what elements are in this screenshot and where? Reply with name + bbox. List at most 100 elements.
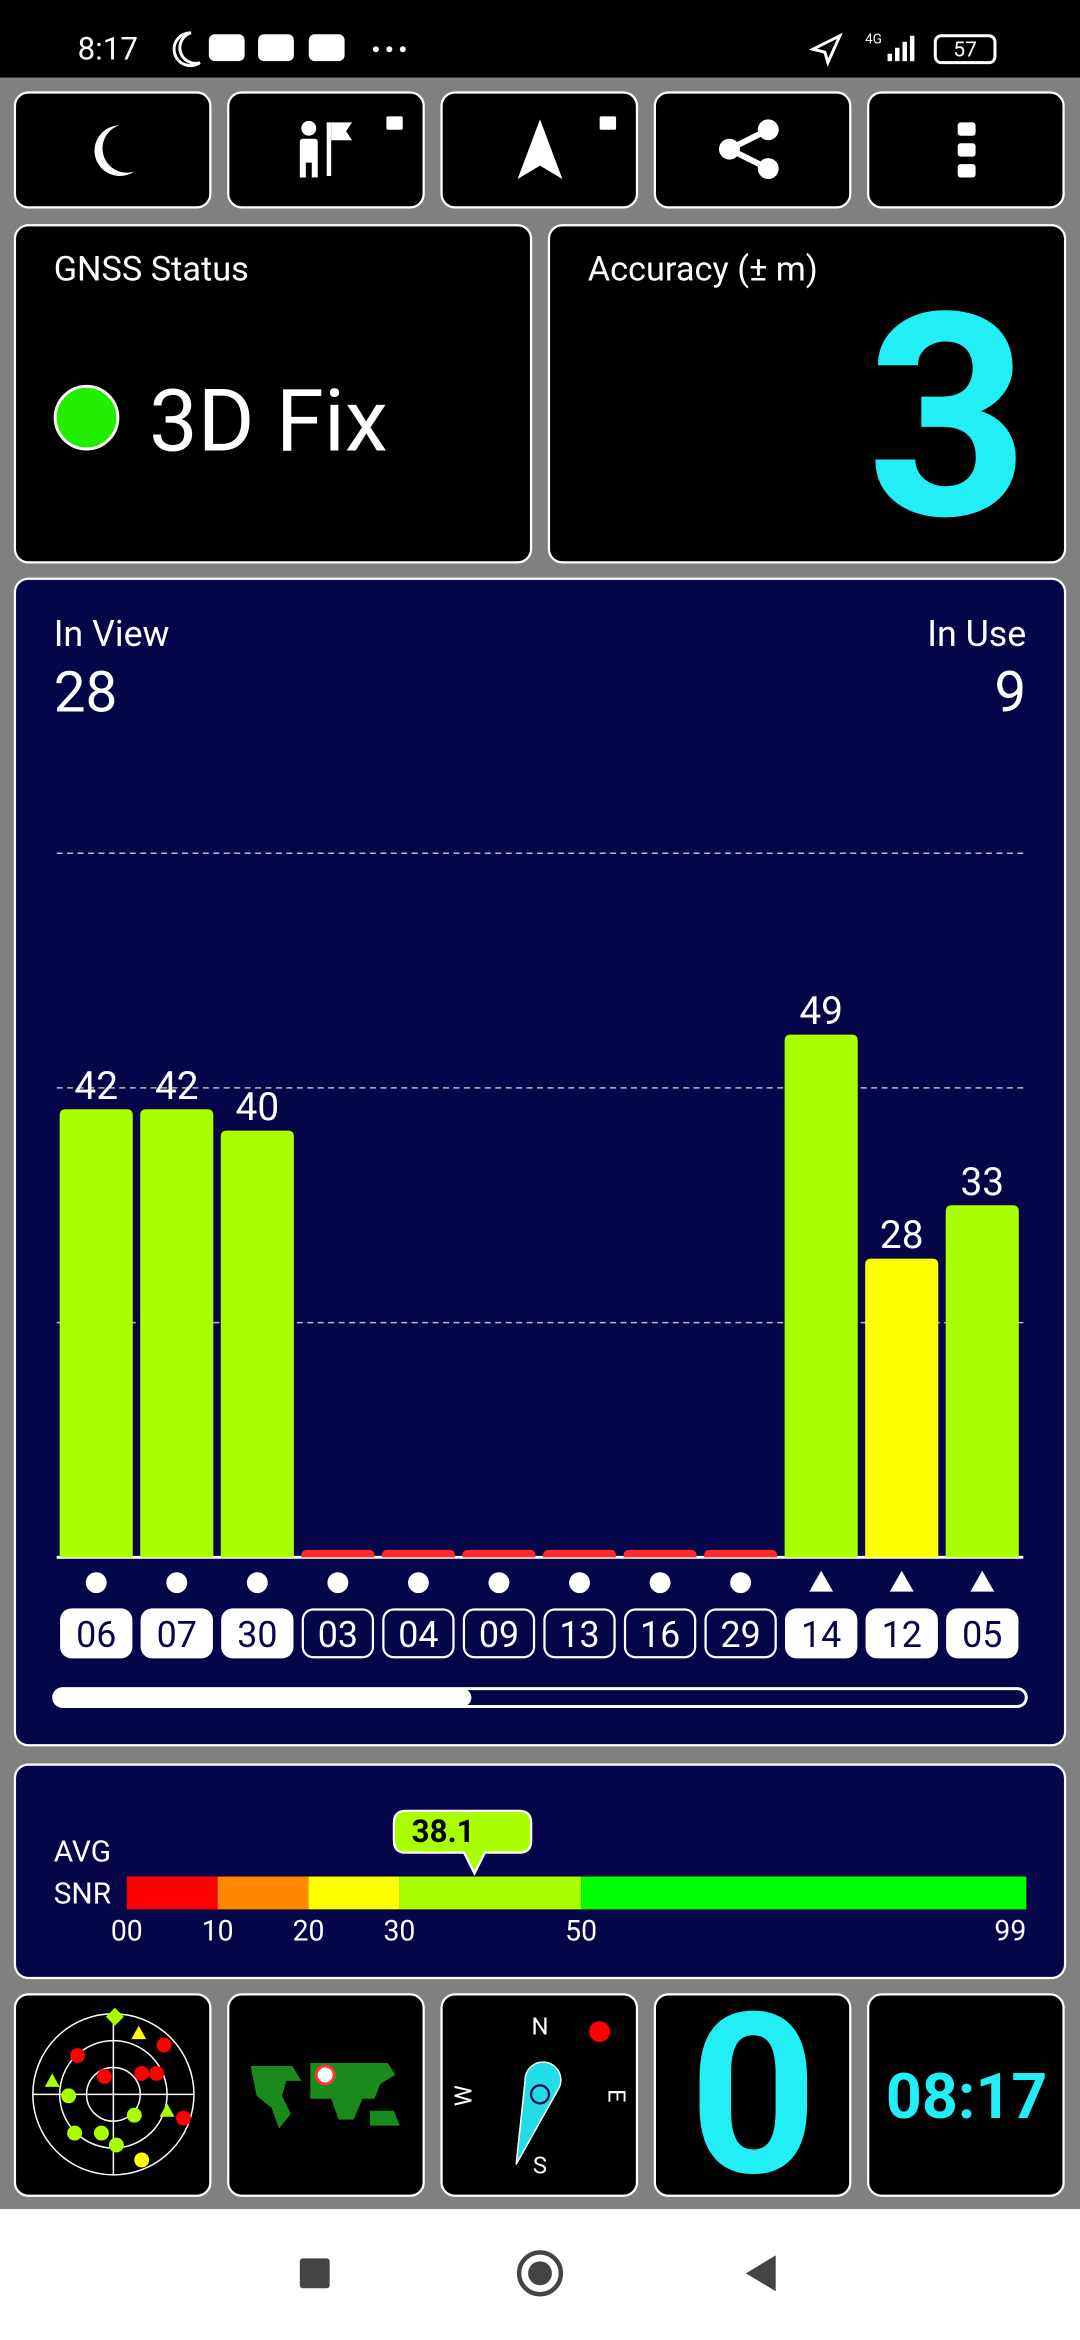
constellation-marker bbox=[488, 1572, 510, 1594]
satellite-id-box bbox=[462, 1608, 536, 1659]
fix-indicator bbox=[53, 384, 120, 451]
bottom-row: N S E W 0 08:17 bbox=[13, 1964, 1065, 2227]
map-location bbox=[314, 2064, 336, 2086]
x-tick-label: 13 bbox=[559, 1614, 599, 1656]
constellation-marker bbox=[569, 1572, 590, 1594]
back-button[interactable] bbox=[745, 2255, 776, 2292]
constellation-marker bbox=[889, 1570, 914, 1592]
compass-west: W bbox=[449, 2085, 477, 2106]
clock-time: 08:17 bbox=[886, 2061, 1047, 2134]
x-tick-label: 04 bbox=[398, 1614, 438, 1656]
speed-button[interactable] bbox=[653, 1993, 852, 2197]
bar-value-label: 42 bbox=[155, 1064, 199, 1109]
constellation-marker bbox=[970, 1570, 995, 1592]
compass-center bbox=[529, 2084, 551, 2105]
home-button[interactable] bbox=[516, 2250, 564, 2297]
x-tick-label: 03 bbox=[318, 1614, 358, 1656]
snr-tick-label: 00 bbox=[111, 1915, 143, 1948]
snr-marker bbox=[392, 1809, 533, 1877]
share-button[interactable] bbox=[653, 91, 852, 209]
snr-band bbox=[126, 1876, 218, 1910]
bar-value-label: 40 bbox=[236, 1085, 280, 1130]
in-view-value: 28 bbox=[54, 659, 118, 726]
compass-marker bbox=[589, 2021, 611, 2043]
network-type: 4G bbox=[865, 32, 882, 47]
satellite-id-box bbox=[946, 1608, 1019, 1659]
satellite-id-box bbox=[301, 1608, 375, 1659]
accuracy-value: 3 bbox=[867, 253, 1030, 585]
notification-icons bbox=[208, 34, 406, 62]
dnd-icon bbox=[172, 31, 201, 68]
satellite-id-box bbox=[865, 1608, 938, 1659]
fix-status: 3D Fix bbox=[149, 371, 388, 472]
x-tick-label: 16 bbox=[640, 1614, 680, 1656]
bar bbox=[623, 1549, 697, 1558]
constellation-marker bbox=[327, 1572, 349, 1594]
status-bar bbox=[0, 0, 1080, 78]
arrow-icon bbox=[517, 119, 563, 180]
toolbar bbox=[13, 91, 1065, 209]
x-tick-label: 29 bbox=[721, 1614, 761, 1656]
constellation-marker bbox=[246, 1572, 268, 1594]
lock-icon bbox=[599, 116, 617, 130]
snr-band bbox=[217, 1876, 309, 1910]
x-tick-label: 05 bbox=[962, 1614, 1002, 1656]
hiker-icon bbox=[299, 116, 403, 178]
satellite-id-box bbox=[221, 1608, 294, 1659]
bar bbox=[301, 1549, 375, 1558]
sky-satellites bbox=[44, 2007, 191, 2168]
signal-icon bbox=[887, 35, 915, 62]
battery-level: 57 bbox=[953, 39, 976, 63]
hiker-button[interactable] bbox=[227, 91, 425, 209]
signal-chart: 42 06 42 07 40 30 03 04 09 13 16 29 49 14 28 12 33 05 bbox=[56, 852, 1024, 1659]
satellite-id-box bbox=[60, 1608, 133, 1659]
x-tick-label: 07 bbox=[157, 1614, 197, 1656]
share-icon bbox=[719, 119, 779, 180]
satellite-id-box bbox=[785, 1608, 858, 1659]
x-tick-label: 14 bbox=[801, 1614, 841, 1656]
satellite-id-box bbox=[382, 1608, 455, 1659]
bar bbox=[220, 1130, 294, 1558]
constellation-marker bbox=[730, 1572, 752, 1594]
x-tick-label: 12 bbox=[882, 1614, 922, 1656]
snr-scale: 00 10 20 30 50 99 38.1 bbox=[111, 1809, 1027, 1948]
snr-band bbox=[581, 1876, 1027, 1910]
accuracy-title: Accuracy (± m) bbox=[588, 249, 818, 289]
bar-value-label: 28 bbox=[880, 1213, 924, 1258]
snr-label: SNR bbox=[54, 1876, 111, 1911]
world-map bbox=[250, 2062, 400, 2129]
snr-tick-label: 99 bbox=[994, 1915, 1026, 1948]
compass-north: N bbox=[531, 2013, 548, 2041]
bar bbox=[704, 1549, 778, 1558]
bar bbox=[462, 1549, 536, 1558]
moon-icon bbox=[94, 125, 135, 177]
in-use-label: In Use bbox=[927, 613, 1026, 655]
snr-value: 38.1 bbox=[412, 1813, 475, 1850]
recents-button[interactable] bbox=[299, 2258, 330, 2289]
in-view-label: In View bbox=[54, 613, 170, 655]
location-icon bbox=[808, 32, 843, 68]
bar bbox=[381, 1549, 455, 1558]
night-mode-button[interactable] bbox=[13, 91, 212, 209]
bar bbox=[59, 1109, 133, 1558]
in-use-value: 9 bbox=[994, 659, 1026, 726]
bar-value-label: 49 bbox=[799, 989, 843, 1034]
accuracy-panel bbox=[547, 224, 1067, 564]
status-time: 8:17 bbox=[78, 31, 138, 68]
snr-label: AVG bbox=[54, 1835, 111, 1870]
battery-icon bbox=[933, 34, 997, 65]
constellation-marker bbox=[649, 1572, 671, 1594]
satellite-id-box bbox=[623, 1608, 697, 1659]
bar bbox=[542, 1549, 617, 1558]
compass-needle bbox=[515, 2061, 562, 2165]
constellation-marker bbox=[407, 1572, 429, 1594]
bar-value-label: 42 bbox=[74, 1064, 118, 1109]
snr-band bbox=[308, 1876, 400, 1910]
snr-band bbox=[399, 1876, 582, 1910]
clock-button[interactable] bbox=[867, 1993, 1065, 2197]
x-tick-label: 30 bbox=[237, 1614, 277, 1656]
x-tick-label: 09 bbox=[479, 1614, 519, 1656]
x-tick-label: 06 bbox=[76, 1614, 116, 1656]
